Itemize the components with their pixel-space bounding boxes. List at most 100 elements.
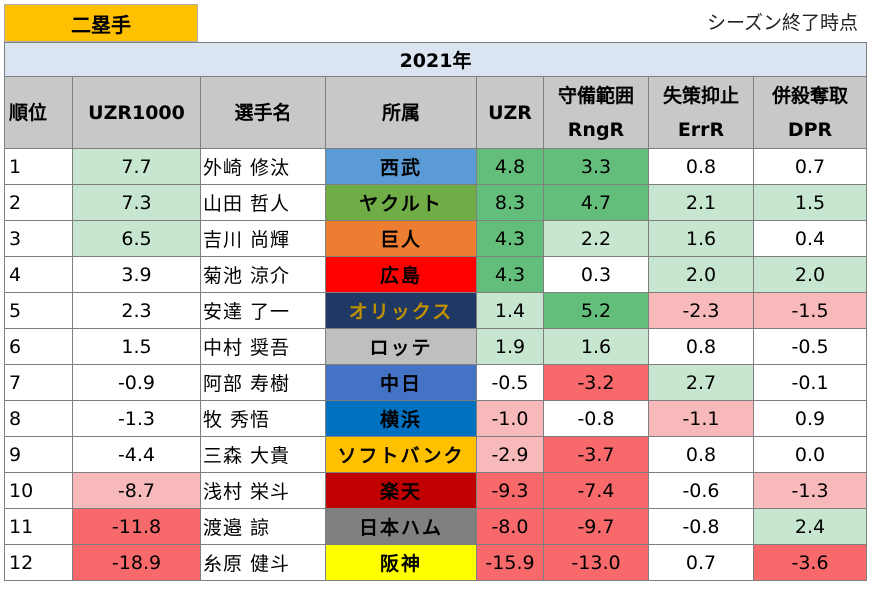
rngr-cell: -9.7 — [543, 508, 649, 545]
table-row: 6 1.5 中村 奨吾 ロッテ 1.9 1.6 0.8 -0.5 — [4, 328, 868, 365]
team-cell: ロッテ — [325, 328, 477, 365]
uzr1000-cell: 6.5 — [72, 220, 201, 257]
team-cell: ヤクルト — [325, 184, 477, 221]
uzr-table: 2021年 順位 UZR1000 選手名 所属 UZR 守備範囲 RngR 失策抑… — [3, 42, 868, 581]
table-row: 10 -8.7 浅村 栄斗 楽天 -9.3 -7.4 -0.6 -1.3 — [4, 472, 868, 509]
dpr-cell: 1.5 — [752, 184, 868, 221]
team-cell: 西武 — [325, 148, 477, 185]
table-row: 12 -18.9 糸原 健斗 阪神 -15.9 -13.0 0.7 -3.6 — [4, 544, 868, 581]
player-name-cell: 牧 秀悟 — [200, 400, 326, 437]
rank-cell: 12 — [4, 544, 73, 581]
column-header-dpr: 併殺奪取 DPR — [752, 76, 868, 149]
rngr-cell: -13.0 — [543, 544, 649, 581]
dpr-cell: 0.0 — [752, 436, 868, 473]
player-name-cell: 糸原 健斗 — [200, 544, 326, 581]
dpr-cell: 2.0 — [752, 256, 868, 293]
uzr-cell: -8.0 — [476, 508, 544, 545]
rngr-cell: 0.3 — [543, 256, 649, 293]
rank-cell: 11 — [4, 508, 73, 545]
dpr-cell: 2.4 — [752, 508, 868, 545]
uzr1000-cell: -11.8 — [72, 508, 201, 545]
uzr1000-cell: -8.7 — [72, 472, 201, 509]
table-row: 9 -4.4 三森 大貴 ソフトバンク -2.9 -3.7 0.8 0.0 — [4, 436, 868, 473]
rank-cell: 9 — [4, 436, 73, 473]
uzr1000-cell: -4.4 — [72, 436, 201, 473]
column-header-errr: 失策抑止 ErrR — [648, 76, 754, 149]
table-row: 8 -1.3 牧 秀悟 横浜 -1.0 -0.8 -1.1 0.9 — [4, 400, 868, 437]
team-cell: オリックス — [325, 292, 477, 329]
uzr1000-cell: 7.7 — [72, 148, 201, 185]
rngr-cell: 5.2 — [543, 292, 649, 329]
uzr1000-cell: 7.3 — [72, 184, 201, 221]
table-row: 2 7.3 山田 哲人 ヤクルト 8.3 4.7 2.1 1.5 — [4, 184, 868, 221]
table-row: 5 2.3 安達 了一 オリックス 1.4 5.2 -2.3 -1.5 — [4, 292, 868, 329]
player-name-cell: 外崎 修汰 — [200, 148, 326, 185]
rank-cell: 6 — [4, 328, 73, 365]
player-name-cell: 吉川 尚輝 — [200, 220, 326, 257]
uzr1000-cell: 2.3 — [72, 292, 201, 329]
errr-cell: 0.7 — [648, 544, 754, 581]
uzr-cell: 8.3 — [476, 184, 544, 221]
uzr-cell: -0.5 — [476, 364, 544, 401]
rank-cell: 2 — [4, 184, 73, 221]
errr-cell: 0.8 — [648, 436, 754, 473]
table-row: 1 7.7 外崎 修汰 西武 4.8 3.3 0.8 0.7 — [4, 148, 868, 185]
rank-cell: 3 — [4, 220, 73, 257]
table-row: 4 3.9 菊池 涼介 広島 4.3 0.3 2.0 2.0 — [4, 256, 868, 293]
team-cell: 楽天 — [325, 472, 477, 509]
uzr-cell: 4.8 — [476, 148, 544, 185]
errr-cell: -0.6 — [648, 472, 754, 509]
rngr-cell: 4.7 — [543, 184, 649, 221]
uzr-cell: -1.0 — [476, 400, 544, 437]
column-header-uzr: UZR — [476, 76, 544, 149]
team-cell: 巨人 — [325, 220, 477, 257]
uzr-cell: -9.3 — [476, 472, 544, 509]
dpr-cell: 0.7 — [752, 148, 868, 185]
errr-cell: 1.6 — [648, 220, 754, 257]
uzr-cell: 4.3 — [476, 220, 544, 257]
period-label: シーズン終了時点 — [706, 12, 858, 34]
player-name-cell: 山田 哲人 — [200, 184, 326, 221]
column-header-player: 選手名 — [200, 76, 326, 149]
rank-cell: 7 — [4, 364, 73, 401]
rank-cell: 8 — [4, 400, 73, 437]
rngr-cell: -3.7 — [543, 436, 649, 473]
errr-cell: 0.8 — [648, 148, 754, 185]
team-cell: 広島 — [325, 256, 477, 293]
uzr-cell: -15.9 — [476, 544, 544, 581]
uzr1000-cell: -1.3 — [72, 400, 201, 437]
year-header: 2021年 — [3, 42, 868, 77]
uzr-cell: -2.9 — [476, 436, 544, 473]
player-name-cell: 渡邉 諒 — [200, 508, 326, 545]
column-header-team: 所属 — [325, 76, 477, 149]
errr-cell: -0.8 — [648, 508, 754, 545]
uzr-cell: 1.4 — [476, 292, 544, 329]
rank-cell: 4 — [4, 256, 73, 293]
dpr-cell: -0.5 — [752, 328, 868, 365]
errr-cell: -2.3 — [648, 292, 754, 329]
dpr-cell: 0.9 — [752, 400, 868, 437]
player-name-cell: 安達 了一 — [200, 292, 326, 329]
rank-cell: 10 — [4, 472, 73, 509]
rank-cell: 5 — [4, 292, 73, 329]
column-header-rngr: 守備範囲 RngR — [543, 76, 649, 149]
team-cell: 横浜 — [325, 400, 477, 437]
uzr1000-cell: -0.9 — [72, 364, 201, 401]
rngr-cell: 3.3 — [543, 148, 649, 185]
team-cell: ソフトバンク — [325, 436, 477, 473]
uzr1000-cell: 1.5 — [72, 328, 201, 365]
errr-cell: 2.1 — [648, 184, 754, 221]
column-header-rank: 順位 — [4, 76, 73, 149]
column-header-row: 順位 UZR1000 選手名 所属 UZR 守備範囲 RngR 失策抑止 ErrR … — [4, 76, 868, 149]
errr-cell: 2.0 — [648, 256, 754, 293]
rngr-cell: -7.4 — [543, 472, 649, 509]
dpr-cell: -0.1 — [752, 364, 868, 401]
player-name-cell: 菊池 涼介 — [200, 256, 326, 293]
rngr-cell: 2.2 — [543, 220, 649, 257]
dpr-cell: -3.6 — [752, 544, 868, 581]
player-name-cell: 阿部 寿樹 — [200, 364, 326, 401]
table-row: 3 6.5 吉川 尚輝 巨人 4.3 2.2 1.6 0.4 — [4, 220, 868, 257]
team-cell: 日本ハム — [325, 508, 477, 545]
rank-cell: 1 — [4, 148, 73, 185]
player-name-cell: 中村 奨吾 — [200, 328, 326, 365]
